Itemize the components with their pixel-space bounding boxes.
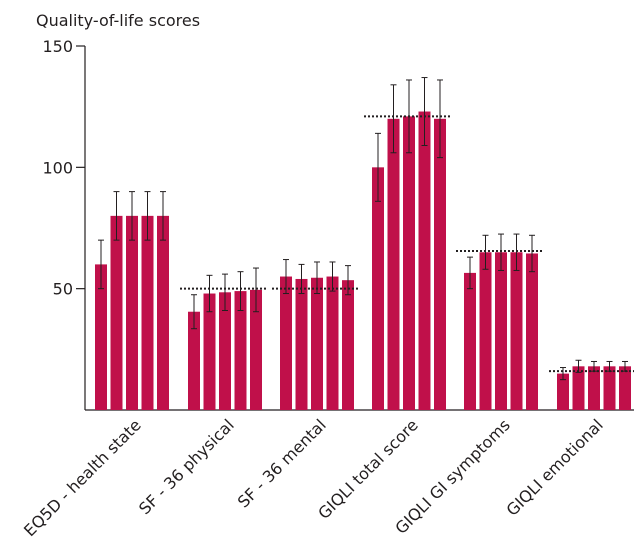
bar (311, 277, 323, 410)
bar (126, 215, 138, 410)
bar (250, 289, 262, 410)
y-tick-labels: 50 100 150 (42, 37, 73, 299)
bar (418, 111, 431, 411)
bar (495, 252, 507, 410)
bar (280, 276, 292, 410)
bar (188, 311, 200, 410)
bar (603, 366, 616, 410)
error-bars (98, 77, 628, 381)
bar (619, 366, 631, 410)
bar (479, 252, 492, 410)
x-tick-label: SF - 36 mental (234, 415, 330, 511)
bar (572, 366, 585, 410)
bar (342, 280, 354, 410)
bar (510, 252, 523, 410)
y-tick-label: 150 (42, 37, 73, 56)
bars (95, 111, 631, 411)
x-tick-label: EQ5D - health state (20, 415, 145, 540)
bar (588, 366, 600, 410)
bar (326, 276, 339, 410)
y-tick-label: 100 (42, 158, 73, 177)
x-tick-label: GIQLI emotional (502, 415, 606, 519)
y-axis-label: Quality-of-life scores (36, 11, 200, 30)
x-tick-label: SF - 36 physical (135, 415, 238, 518)
bar (219, 292, 231, 410)
bar (95, 264, 107, 410)
bar (295, 278, 308, 410)
bar (464, 272, 476, 410)
bar (526, 253, 538, 410)
bar (110, 215, 123, 410)
bar (434, 118, 446, 411)
bar (157, 215, 169, 410)
y-tick-label: 50 (53, 280, 73, 299)
axes (76, 45, 634, 411)
x-tick-label: GIQLI total score (314, 415, 422, 523)
bar (387, 118, 400, 411)
bar (203, 293, 216, 410)
bar (557, 373, 569, 410)
reference-lines (180, 115, 634, 373)
bar (234, 291, 247, 410)
bar (403, 116, 415, 410)
bar (141, 215, 154, 410)
bar (372, 167, 384, 410)
